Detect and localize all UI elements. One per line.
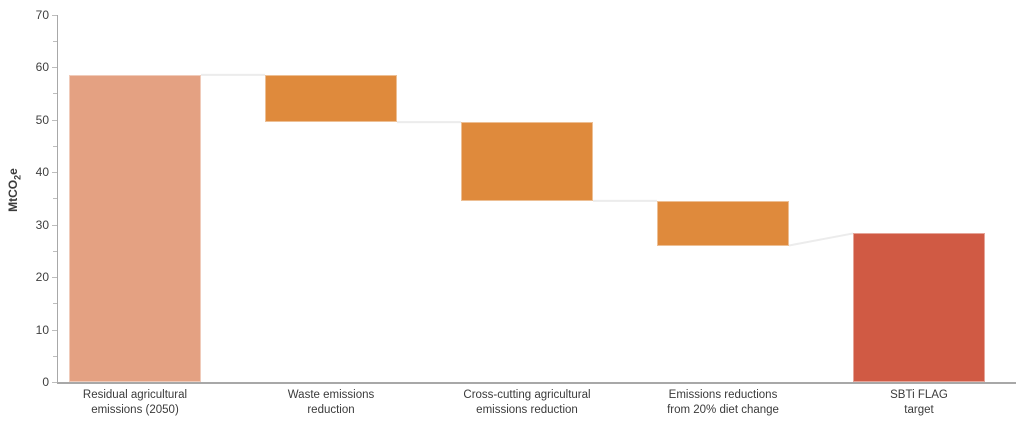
bar-cross-cutting-agricultural xyxy=(461,122,593,201)
y-tick-mark xyxy=(52,14,57,16)
y-tick-mark xyxy=(52,277,57,278)
y-tick-mark xyxy=(52,172,57,173)
y-tick-mark xyxy=(53,40,57,42)
bar-waste-emissions xyxy=(265,74,397,123)
y-tick-label: 0 xyxy=(42,375,49,389)
y-tick-mark xyxy=(53,93,57,95)
y-tick-mark xyxy=(53,250,57,252)
y-tick-label: 10 xyxy=(35,322,49,337)
x-category-label: Residual agricultural emissions (2050) xyxy=(82,389,188,416)
y-tick-mark xyxy=(53,303,57,305)
x-category-label: Cross-cutting agricultural emissions red… xyxy=(463,389,591,416)
y-tick-mark xyxy=(52,382,57,383)
x-category-label: SBTi FLAG target xyxy=(890,389,948,416)
y-tick-label: 60 xyxy=(35,60,49,74)
y-tick-label: 50 xyxy=(35,112,49,127)
y-tick-label: 40 xyxy=(35,165,49,179)
bar-residual-agricultural xyxy=(69,74,201,382)
y-tick-label: 20 xyxy=(35,270,49,284)
x-category-label: Waste emissions reduction xyxy=(287,389,375,416)
y-tick-label: 70 xyxy=(35,7,49,22)
connector-line xyxy=(788,232,854,247)
y-tick-mark xyxy=(53,145,57,147)
bar-emissions-reductions xyxy=(657,200,789,246)
y-axis-line xyxy=(57,14,58,382)
y-tick-label: 30 xyxy=(35,217,49,232)
x-axis-line xyxy=(57,382,1016,384)
y-tick-mark xyxy=(52,224,57,226)
y-tick-mark xyxy=(52,119,57,121)
y-tick-mark xyxy=(52,329,57,331)
y-tick-mark xyxy=(52,67,57,68)
bar-sbti-flag xyxy=(853,233,985,382)
y-tick-mark xyxy=(53,355,57,357)
x-category-label: Emissions reductions from 20% diet chang… xyxy=(667,389,779,416)
y-tick-mark xyxy=(53,198,57,200)
